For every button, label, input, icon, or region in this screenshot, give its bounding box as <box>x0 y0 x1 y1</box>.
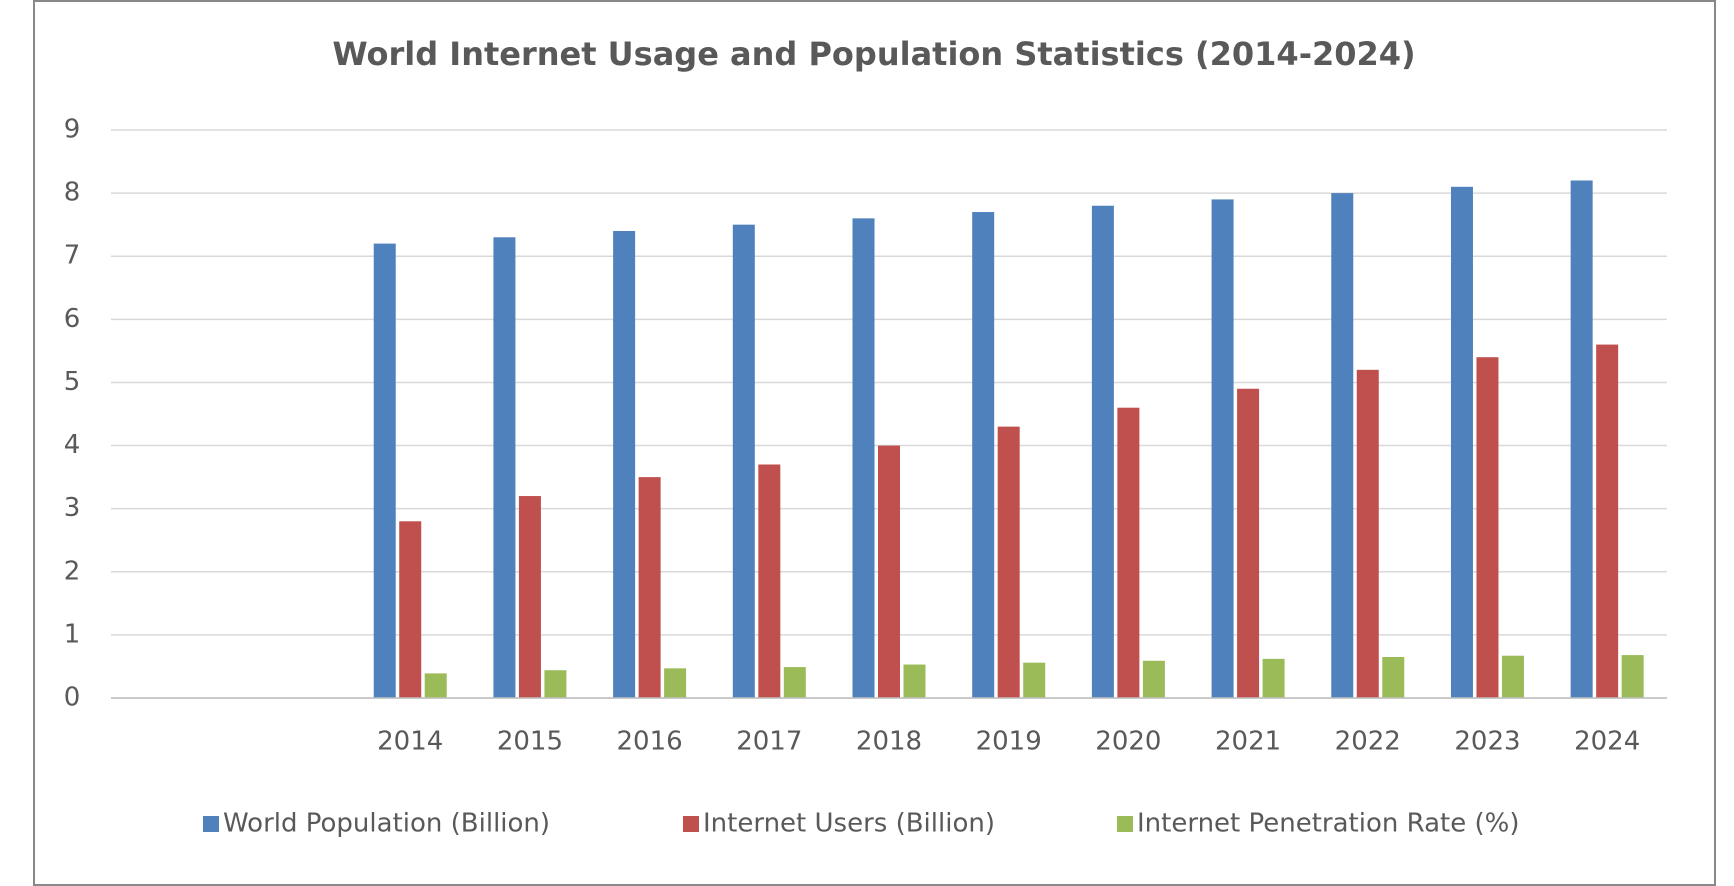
bar <box>783 667 806 698</box>
bar <box>544 670 567 698</box>
y-tick-label: 5 <box>64 367 81 397</box>
bar <box>664 668 687 698</box>
bar <box>1091 205 1114 698</box>
bar <box>732 224 755 698</box>
chart-title: World Internet Usage and Population Stat… <box>332 35 1415 73</box>
bar <box>373 243 396 698</box>
y-tick-label: 8 <box>64 178 81 208</box>
x-tick-label: 2017 <box>736 727 802 757</box>
y-tick-label: 0 <box>64 683 81 713</box>
y-tick-label: 3 <box>64 493 81 523</box>
x-tick-label: 2014 <box>377 727 443 757</box>
bar <box>1142 660 1165 698</box>
bar <box>1356 369 1379 698</box>
y-tick-label: 1 <box>64 619 81 649</box>
bar <box>852 218 875 698</box>
bar <box>1117 407 1140 698</box>
legend-label: Internet Users (Billion) <box>703 809 995 839</box>
bar <box>1570 180 1593 698</box>
legend-swatch <box>203 816 219 832</box>
x-tick-label: 2024 <box>1574 727 1640 757</box>
bar <box>758 464 781 698</box>
x-tick-label: 2019 <box>976 727 1042 757</box>
bar <box>1023 662 1046 698</box>
y-tick-label: 9 <box>64 115 81 145</box>
x-tick-label: 2018 <box>856 727 922 757</box>
legend-label: Internet Penetration Rate (%) <box>1137 809 1519 839</box>
bar <box>903 664 926 698</box>
x-tick-label: 2015 <box>497 727 563 757</box>
x-tick-label: 2020 <box>1095 727 1161 757</box>
bar <box>1476 357 1499 698</box>
bar <box>878 445 900 698</box>
bar <box>1211 199 1234 698</box>
legend-label: World Population (Billion) <box>223 809 550 839</box>
bar <box>1621 655 1644 698</box>
bar <box>399 521 422 698</box>
y-tick-label: 6 <box>64 304 81 334</box>
bar <box>1382 656 1405 698</box>
y-tick-label: 7 <box>64 241 81 271</box>
bar <box>518 496 541 698</box>
bar <box>1237 388 1260 698</box>
bar <box>1501 655 1524 698</box>
x-tick-label: 2023 <box>1454 727 1520 757</box>
bar <box>1262 658 1285 698</box>
legend-swatch <box>1117 816 1133 832</box>
bar <box>493 237 516 699</box>
y-tick-label: 4 <box>64 430 81 460</box>
bar <box>1331 193 1354 698</box>
x-tick-label: 2022 <box>1335 727 1401 757</box>
bar <box>424 673 447 698</box>
bar <box>613 230 636 698</box>
x-tick-label: 2016 <box>617 727 683 757</box>
bar <box>638 477 661 698</box>
bar <box>1596 344 1619 698</box>
bar <box>997 426 1020 698</box>
legend-swatch <box>683 816 699 832</box>
bar <box>972 212 995 699</box>
bar <box>1450 186 1473 699</box>
y-tick-label: 2 <box>64 556 81 586</box>
x-tick-label: 2021 <box>1215 727 1281 757</box>
